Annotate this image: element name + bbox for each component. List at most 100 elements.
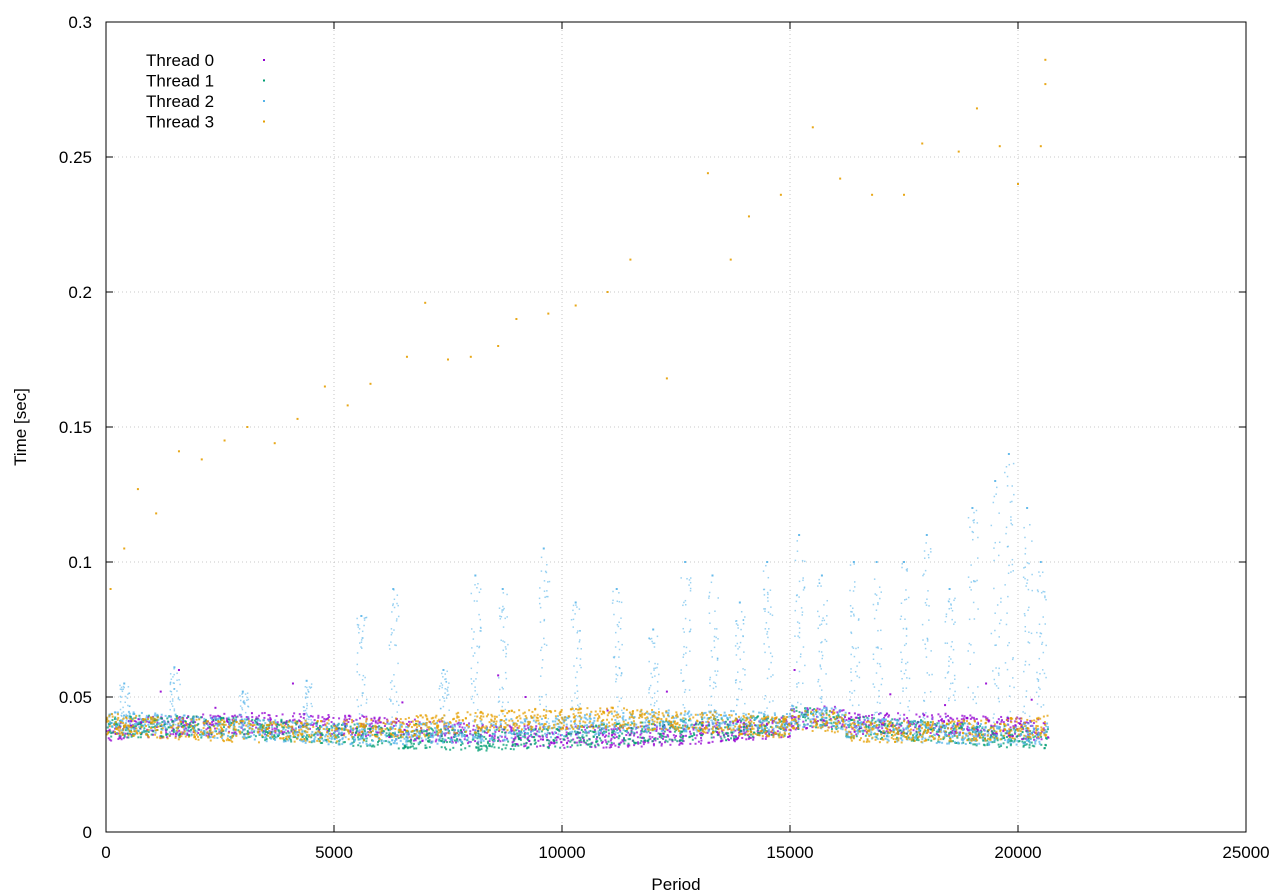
data-point <box>815 726 818 729</box>
data-point <box>393 674 395 676</box>
data-point <box>353 723 356 726</box>
data-point <box>723 711 726 714</box>
data-point <box>768 668 770 670</box>
data-point <box>392 742 395 745</box>
data-point <box>383 717 386 720</box>
data-point <box>745 730 748 733</box>
data-point <box>764 719 767 722</box>
data-point <box>442 676 444 678</box>
data-point <box>689 726 692 728</box>
data-point <box>339 732 342 735</box>
data-point <box>255 716 258 719</box>
data-point <box>798 622 801 624</box>
data-point <box>962 741 965 744</box>
data-point <box>527 746 530 749</box>
data-point <box>823 707 826 710</box>
data-point <box>649 719 651 722</box>
data-point <box>502 713 504 715</box>
data-point <box>125 727 128 730</box>
data-point <box>857 713 860 716</box>
data-point <box>738 646 741 648</box>
data-point <box>156 714 159 717</box>
data-point <box>459 732 462 735</box>
data-point <box>106 730 109 733</box>
data-point <box>912 734 915 737</box>
data-point <box>683 691 686 693</box>
data-point <box>283 731 286 734</box>
data-point <box>713 725 716 728</box>
data-point <box>627 731 630 734</box>
data-point <box>500 735 503 738</box>
data-point <box>276 733 279 736</box>
data-point <box>631 722 634 725</box>
data-point <box>991 732 994 735</box>
data-point <box>993 732 996 735</box>
data-point <box>681 718 684 721</box>
data-point <box>857 730 860 733</box>
data-point <box>603 730 606 733</box>
data-point <box>136 729 139 732</box>
data-point <box>783 725 786 728</box>
data-point <box>162 719 165 722</box>
data-point <box>169 673 172 675</box>
data-point <box>191 717 194 720</box>
data-point <box>342 723 345 726</box>
data-point <box>766 714 769 717</box>
data-point <box>967 737 970 740</box>
data-point <box>805 708 808 711</box>
data-point <box>366 731 369 734</box>
data-point <box>586 739 589 742</box>
data-point <box>497 738 500 741</box>
data-point <box>583 714 586 717</box>
data-point <box>944 704 947 707</box>
data-point <box>298 720 301 723</box>
data-point <box>480 722 483 725</box>
data-point <box>575 732 578 735</box>
data-point <box>209 736 212 739</box>
data-point <box>937 730 940 733</box>
data-point <box>757 724 760 727</box>
data-point <box>454 733 457 736</box>
data-point <box>1004 732 1007 735</box>
data-point <box>1012 728 1015 731</box>
data-point <box>576 733 579 736</box>
data-point <box>828 718 831 721</box>
data-point <box>613 726 616 729</box>
data-point <box>120 729 123 732</box>
data-point <box>471 738 474 741</box>
data-point <box>812 710 815 713</box>
data-point <box>274 721 277 724</box>
data-point <box>299 715 302 718</box>
data-point <box>133 727 136 730</box>
data-point <box>483 744 486 747</box>
data-point <box>831 724 834 727</box>
data-point <box>869 728 872 731</box>
data-point <box>911 723 914 726</box>
data-point <box>119 701 122 703</box>
data-point <box>549 741 552 744</box>
data-point <box>758 732 761 735</box>
data-point <box>573 665 575 667</box>
data-point <box>393 606 396 609</box>
data-point <box>852 561 855 563</box>
data-point <box>358 717 361 720</box>
data-point <box>390 700 392 702</box>
data-point <box>310 719 312 721</box>
data-point <box>837 713 840 716</box>
data-point <box>473 652 476 654</box>
data-point <box>921 723 924 726</box>
data-point <box>110 732 113 735</box>
data-point <box>584 717 587 720</box>
data-point <box>856 732 859 735</box>
data-point <box>516 728 519 731</box>
data-point <box>1024 743 1027 746</box>
data-point <box>258 714 261 717</box>
data-point <box>688 730 691 733</box>
data-point <box>473 732 476 735</box>
data-point <box>610 741 613 744</box>
data-point <box>245 737 248 740</box>
data-point <box>349 729 352 732</box>
data-point <box>415 747 418 750</box>
data-point <box>122 711 125 713</box>
data-point <box>307 723 310 726</box>
